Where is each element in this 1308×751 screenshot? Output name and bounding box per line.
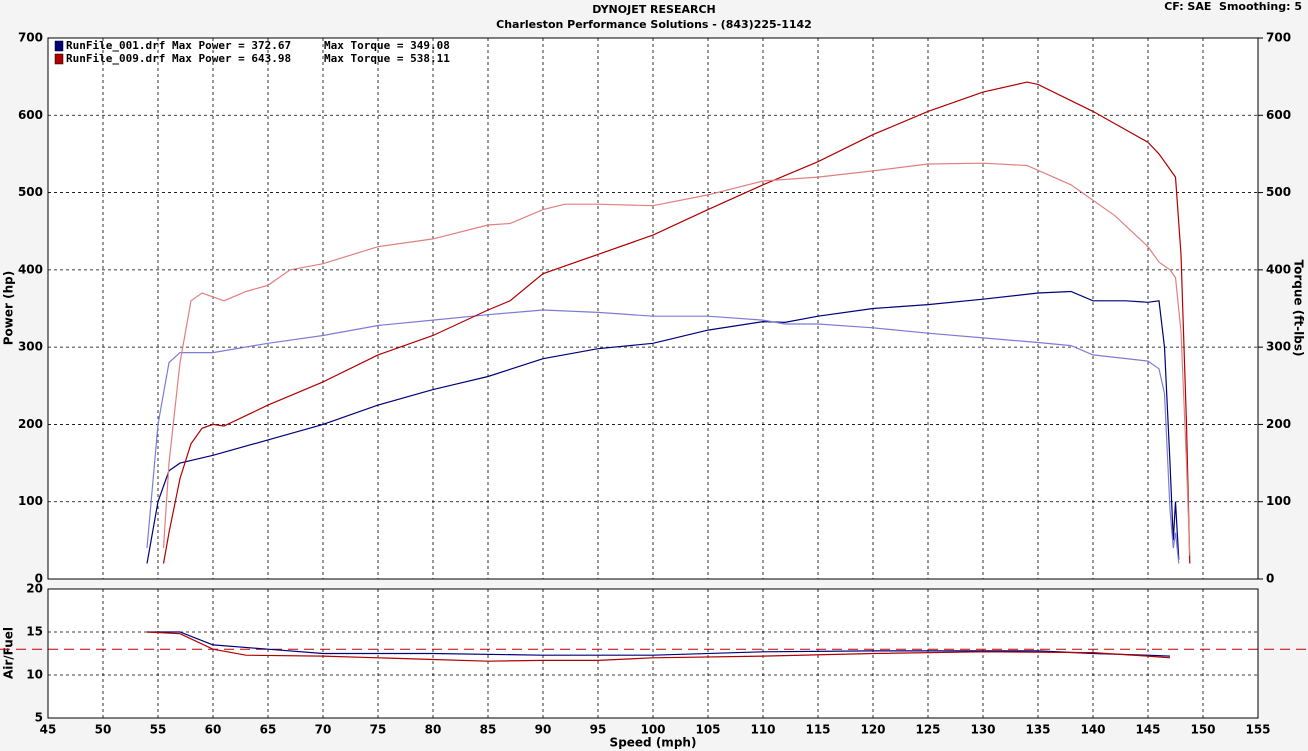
x-tick-label: 55 [150,723,167,737]
chart-title: DYNOJET RESEARCH [592,3,715,16]
y-tick-label: 20 [26,582,43,596]
y-tick-label: 10 [26,668,43,682]
data-line [146,309,1180,564]
x-tick-label: 100 [640,723,665,737]
legend-entry: Max Torque = 349.08 [324,39,450,52]
y-tick-label: 600 [18,108,43,122]
legend-swatch [54,40,64,52]
y-tick-label: 200 [18,417,43,431]
y-axis-label: Air/Fuel [2,627,16,679]
x-tick-label: 80 [425,723,442,737]
plot-frame [47,588,1259,719]
x-tick-label: 90 [535,723,552,737]
x-tick-label: 60 [205,723,222,737]
y2-tick-label: 100 [1266,494,1291,508]
chart-subtitle: Charleston Performance Solutions - (843)… [496,18,812,31]
y2-tick-label: 0 [1266,572,1274,586]
y2-tick-label: 400 [1266,262,1291,276]
x-tick-label: 135 [1025,723,1050,737]
x-tick-label: 95 [590,723,607,737]
y2-tick-label: 300 [1266,340,1291,354]
data-line [162,162,1191,556]
y2-axis-label: Torque (ft-lbs) [1292,260,1306,357]
legend-entry: RunFile_001.drf Max Power = 372.67 [66,39,291,52]
plot-frame [47,37,1259,580]
data-line [162,81,1191,564]
x-tick-label: 150 [1190,723,1215,737]
y-tick-label: 500 [18,185,43,199]
x-tick-label: 155 [1245,723,1270,737]
x-tick-label: 105 [695,723,720,737]
y2-tick-label: 600 [1266,108,1291,122]
y-tick-label: 700 [18,31,43,45]
y-tick-label: 400 [18,262,43,276]
x-tick-label: 70 [315,723,332,737]
x-tick-label: 130 [970,723,995,737]
data-line [146,631,1171,662]
x-tick-label: 145 [1135,723,1160,737]
y2-tick-label: 200 [1266,417,1291,431]
x-tick-label: 75 [370,723,387,737]
x-tick-label: 140 [1080,723,1105,737]
x-tick-label: 120 [860,723,885,737]
y-tick-label: 5 [35,711,43,725]
y2-tick-label: 700 [1266,31,1291,45]
y-tick-label: 300 [18,340,43,354]
plot-area [48,589,1258,718]
x-tick-label: 115 [805,723,830,737]
y-axis-label: Power (hp) [2,271,16,345]
annotation: CF: SAE Smoothing: 5 [1164,0,1302,13]
x-axis-label: Speed (mph) [610,736,697,750]
y-tick-label: 15 [26,625,43,639]
y2-tick-label: 500 [1266,185,1291,199]
y-tick-label: 100 [18,494,43,508]
y-tick-label: 0 [35,572,43,586]
x-tick-label: 45 [40,723,57,737]
x-tick-label: 65 [260,723,277,737]
data-line [146,290,1180,564]
legend-swatch [54,53,64,65]
x-tick-label: 50 [95,723,112,737]
x-tick-label: 125 [915,723,940,737]
legend-entry: RunFile_009.drf Max Power = 643.98 [66,52,291,65]
legend-entry: Max Torque = 538.11 [324,52,450,65]
x-tick-label: 85 [480,723,497,737]
x-tick-label: 110 [750,723,775,737]
